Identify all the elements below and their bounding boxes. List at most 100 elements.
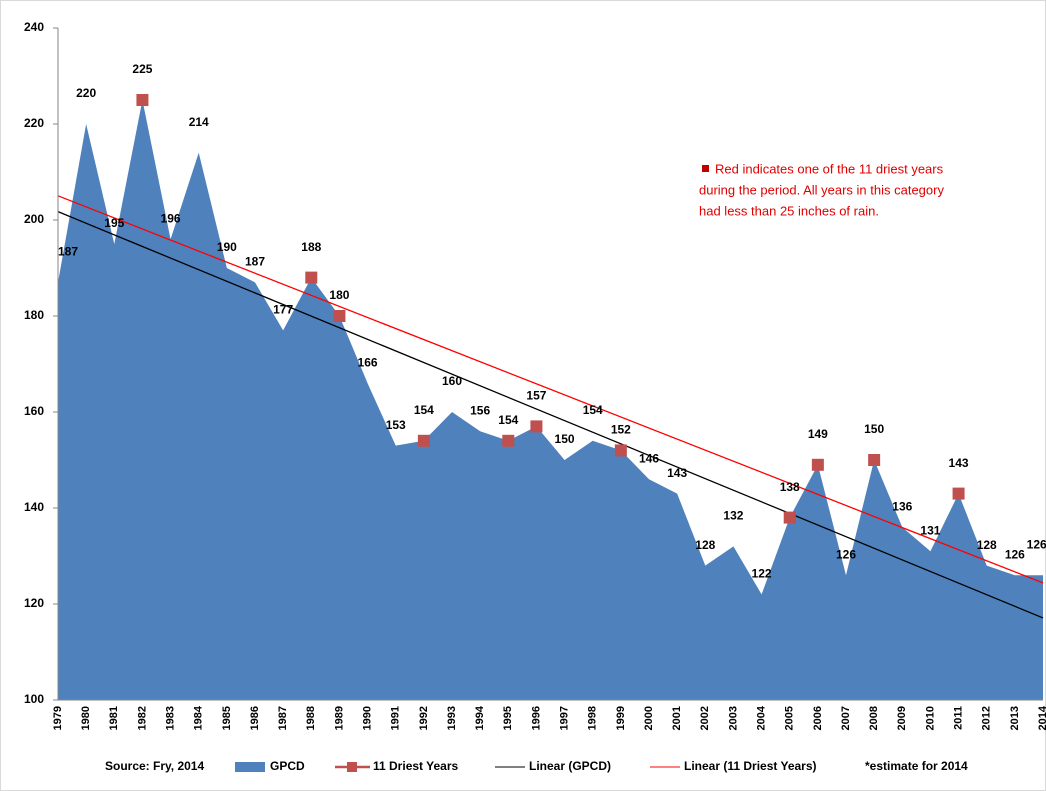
data-label: 126* [1027, 537, 1046, 551]
data-label: 149 [808, 427, 828, 441]
legend-swatch [235, 762, 265, 772]
data-label: 131 [920, 523, 940, 537]
data-label: 180 [329, 288, 349, 302]
data-label: 143 [949, 456, 969, 470]
data-label: 152 [611, 423, 631, 437]
x-tick-label: 1981 [108, 706, 120, 730]
data-label: 188 [301, 240, 321, 254]
marker [811, 458, 824, 471]
x-tick-label: 2003 [727, 706, 739, 730]
trend-line [57, 211, 1044, 619]
y-tick-label: 100 [24, 692, 44, 706]
x-tick-label: 1982 [136, 706, 148, 730]
data-label: 154 [498, 413, 518, 427]
x-tick-label: 1984 [193, 705, 205, 730]
y-tick-label: 140 [24, 500, 44, 514]
x-tick-label: 2014 [1037, 705, 1046, 730]
legend-label: Linear (11 Driest Years) [684, 759, 817, 773]
x-tick-label: 2000 [643, 706, 655, 730]
data-label: 220 [76, 86, 96, 100]
x-tick-label: 2002 [699, 706, 711, 730]
x-tick-label: 2013 [1009, 706, 1021, 730]
marker [333, 310, 346, 322]
data-label: 190 [217, 240, 237, 254]
y-tick-label: 240 [24, 20, 44, 34]
data-label: 156 [470, 403, 490, 417]
data-label: 154 [583, 403, 603, 417]
data-label: 122 [752, 567, 772, 581]
data-label: 146 [639, 451, 659, 465]
marker [952, 487, 965, 500]
data-label: 177 [273, 303, 293, 317]
annotation-text: during the period. All years in this cat… [699, 182, 944, 197]
y-tick-label: 120 [24, 596, 44, 610]
marker [305, 271, 318, 284]
data-label: 196 [161, 211, 181, 225]
data-label: 132 [723, 509, 743, 523]
x-tick-label: 2001 [671, 706, 683, 730]
legend-label: Linear (GPCD) [529, 759, 611, 773]
x-tick-label: 1994 [474, 705, 486, 730]
x-tick-label: 1992 [418, 706, 430, 730]
data-label: 214 [189, 115, 209, 129]
data-label: 138 [780, 480, 800, 494]
marker [530, 420, 543, 433]
x-tick-label: 1979 [52, 706, 64, 730]
x-tick-label: 2007 [840, 706, 852, 730]
data-label: 195 [104, 216, 124, 230]
x-tick-label: 1998 [587, 706, 599, 730]
data-label: 187 [245, 255, 265, 269]
x-tick-label: 1997 [558, 706, 570, 730]
x-tick-label: 1989 [333, 706, 345, 730]
data-label: 128 [977, 538, 997, 552]
data-label: 136 [892, 499, 912, 513]
legend-label: GPCD [270, 759, 305, 773]
x-tick-label: 2005 [784, 706, 796, 730]
x-tick-label: 2010 [924, 706, 936, 730]
marker [136, 94, 149, 106]
x-tick-label: 1986 [249, 706, 261, 730]
x-tick-label: 2008 [868, 706, 880, 730]
data-label: 126 [836, 547, 856, 561]
data-label: 143 [667, 466, 687, 480]
data-label: 157 [526, 389, 546, 403]
annotation: Red indicates one of the 11 driest years… [699, 161, 944, 218]
legend-label: 11 Driest Years [373, 759, 459, 773]
y-tick-label: 200 [24, 212, 44, 226]
x-tick-label: 2004 [755, 705, 767, 730]
annotation-marker [702, 165, 709, 172]
note: *estimate for 2014 [865, 759, 968, 773]
marker [868, 454, 881, 466]
x-tick-label: 1983 [164, 706, 176, 730]
x-tick-label: 1995 [502, 706, 514, 730]
data-label: 166 [358, 355, 378, 369]
x-tick-label: 2006 [812, 706, 824, 730]
marker [783, 511, 796, 524]
y-tick-label: 180 [24, 308, 44, 322]
data-label: 154 [414, 403, 434, 417]
x-tick-label: 1991 [390, 706, 402, 730]
x-tick-label: 2011 [952, 706, 964, 730]
x-tick-label: 1985 [221, 706, 233, 730]
legend-marker [347, 762, 357, 772]
data-label: 126 [1005, 547, 1025, 561]
y-tick-label: 220 [24, 116, 44, 130]
data-label: 150 [555, 432, 575, 446]
data-label: 150 [864, 422, 884, 436]
source: Source: Fry, 2014 [105, 759, 204, 773]
marker [417, 434, 430, 447]
trend-line [57, 195, 1044, 584]
x-tick-label: 1990 [361, 706, 373, 730]
x-tick-label: 1980 [80, 706, 92, 730]
data-label: 225 [132, 62, 152, 76]
data-label: 153 [386, 418, 406, 432]
x-tick-label: 1999 [615, 706, 627, 730]
x-tick-label: 1993 [446, 706, 458, 730]
data-label: 187 [58, 245, 78, 259]
data-label: 160 [442, 374, 462, 388]
y-tick-label: 160 [24, 404, 44, 418]
x-tick-label: 2012 [981, 706, 993, 730]
x-tick-label: 1988 [305, 706, 317, 730]
annotation-text: had less than 25 inches of rain. [699, 203, 879, 218]
